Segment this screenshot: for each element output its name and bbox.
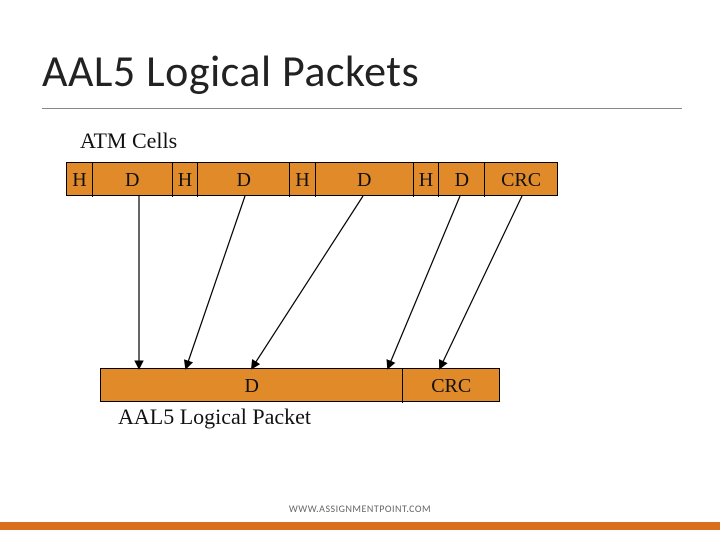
cell-h: H	[414, 163, 440, 197]
cell-h: H	[173, 163, 199, 197]
aal5-packet-row: DCRC	[100, 368, 500, 402]
cell-crc: CRC	[403, 369, 499, 403]
cell-d: D	[101, 369, 403, 403]
cell-d: D	[316, 163, 414, 197]
aal5-packet-label: AAL5 Logical Packet	[118, 404, 311, 430]
cell-h: H	[290, 163, 316, 197]
cell-h: H	[67, 163, 93, 197]
title-underline	[42, 108, 682, 109]
cell-d: D	[198, 163, 290, 197]
cell-d: D	[439, 163, 485, 197]
atm-cells-row: HDHDHDHDCRC	[66, 162, 558, 196]
accent-bar	[0, 522, 720, 530]
slide: AAL5 Logical Packets ATM Cells HDHDHDHDC…	[0, 0, 720, 540]
footer-url: WWW.ASSIGNMENTPOINT.COM	[0, 502, 720, 515]
cell-crc: CRC	[485, 163, 557, 197]
slide-title: AAL5 Logical Packets	[42, 44, 419, 98]
cell-d: D	[93, 163, 173, 197]
atm-cells-label: ATM Cells	[80, 128, 177, 154]
